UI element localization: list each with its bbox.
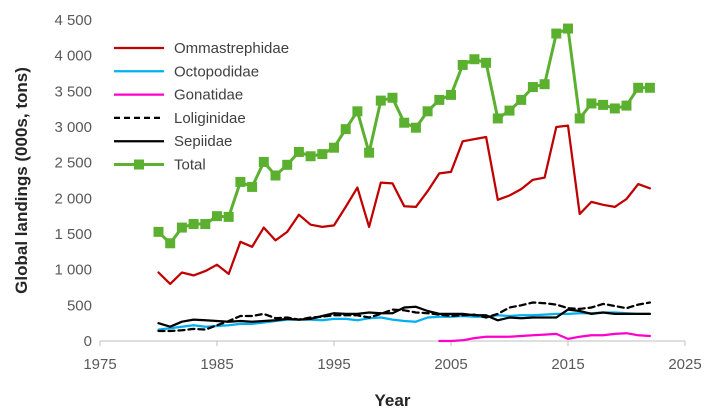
legend-item-loliginidae: Loliginidae [114, 110, 246, 127]
data-point [574, 113, 585, 124]
data-point [469, 54, 480, 65]
legend-marker [134, 159, 144, 170]
series-loliginidae [157, 301, 652, 333]
y-tick-label: 1 000 [54, 262, 92, 279]
series-line-octopodidae [157, 311, 652, 331]
data-point [305, 151, 316, 162]
series-line-loliginidae [157, 301, 652, 333]
data-point [633, 82, 644, 93]
data-point [270, 170, 281, 181]
x-tick-label: 1975 [83, 356, 116, 373]
y-tick-label: 500 [67, 297, 92, 314]
y-tick-label: 0 [84, 333, 92, 350]
legend-item-total: Total [114, 157, 206, 174]
data-point [317, 149, 328, 160]
legend-label: Gonatidae [174, 87, 243, 104]
data-point [212, 211, 222, 222]
legend: Ommastrephidae Octopodidae Gonatidae Loligi… [114, 40, 289, 174]
y-tick-label: 4 500 [54, 12, 92, 29]
y-tick-label: 3 000 [54, 119, 92, 136]
legend-label: Ommastrephidae [174, 40, 289, 57]
x-tick-label: 1995 [317, 356, 350, 373]
data-point [188, 219, 199, 230]
data-point [621, 100, 632, 111]
y-tick-label: 3 500 [54, 83, 92, 100]
legend-label: Total [174, 157, 206, 174]
data-point [293, 146, 304, 157]
y-tick-label: 2 000 [54, 190, 92, 207]
data-point [247, 181, 258, 192]
series-line-ommastrephidae [157, 124, 652, 286]
series-layer [153, 23, 655, 343]
data-point [609, 103, 620, 114]
series-gonatidae [438, 332, 652, 343]
data-point [223, 211, 234, 222]
data-point [434, 94, 445, 105]
series-line-gonatidae [438, 332, 652, 343]
data-point [410, 122, 421, 133]
data-point [551, 28, 562, 39]
data-point [504, 105, 515, 116]
y-tick-label: 2 500 [54, 155, 92, 172]
data-point [644, 82, 655, 93]
data-point [352, 106, 363, 117]
x-tick-label: 2005 [434, 356, 467, 373]
data-point [539, 79, 550, 90]
data-point [598, 99, 609, 110]
data-point [200, 219, 211, 230]
data-point [340, 124, 351, 135]
legend-item-octopodidae: Octopodidae [114, 63, 259, 80]
data-point [258, 156, 269, 167]
data-point [399, 117, 410, 128]
y-axis-tick-labels: 0 500 1 000 1 500 2 000 2 500 3 000 3 500 4 000 4… [54, 12, 92, 350]
data-point [527, 82, 538, 93]
data-point [563, 23, 573, 34]
data-point [375, 95, 386, 106]
x-axis-title: Year [375, 391, 411, 410]
data-point [481, 57, 492, 68]
series-line-sepiidae [157, 305, 652, 328]
legend-label: Loliginidae [174, 110, 246, 127]
x-axis-tick-labels: 1975 1985 1995 2005 2015 2025 [83, 356, 701, 373]
x-tick-label: 1985 [200, 356, 233, 373]
y-axis-title: Global landings (000s, tons) [12, 67, 31, 294]
data-point [235, 176, 246, 187]
y-tick-label: 1 500 [54, 226, 92, 243]
x-tick-label: 2015 [551, 356, 584, 373]
legend-item-ommastrephidae: Ommastrephidae [114, 40, 289, 57]
data-point [492, 113, 503, 124]
data-point [153, 226, 164, 237]
data-point [165, 238, 176, 249]
series-sepiidae [157, 305, 652, 328]
legend-item-sepiidae: Sepiidae [114, 133, 232, 150]
x-tick-label: 2025 [668, 356, 701, 373]
legend-item-gonatidae: Gonatidae [114, 87, 243, 104]
series-ommastrephidae [157, 124, 652, 286]
legend-label: Sepiidae [174, 133, 232, 150]
data-point [422, 106, 433, 117]
data-point [586, 98, 597, 109]
data-point [282, 159, 293, 170]
y-tick-label: 4 000 [54, 48, 92, 65]
data-point [387, 92, 398, 103]
plot-area [99, 340, 686, 346]
data-point [457, 59, 468, 70]
data-point [516, 94, 527, 105]
legend-label: Octopodidae [174, 63, 259, 80]
data-point [446, 89, 456, 100]
data-point [364, 147, 375, 158]
series-total [153, 23, 655, 249]
data-point [329, 142, 339, 153]
series-octopodidae [157, 311, 652, 331]
data-point [176, 222, 187, 233]
